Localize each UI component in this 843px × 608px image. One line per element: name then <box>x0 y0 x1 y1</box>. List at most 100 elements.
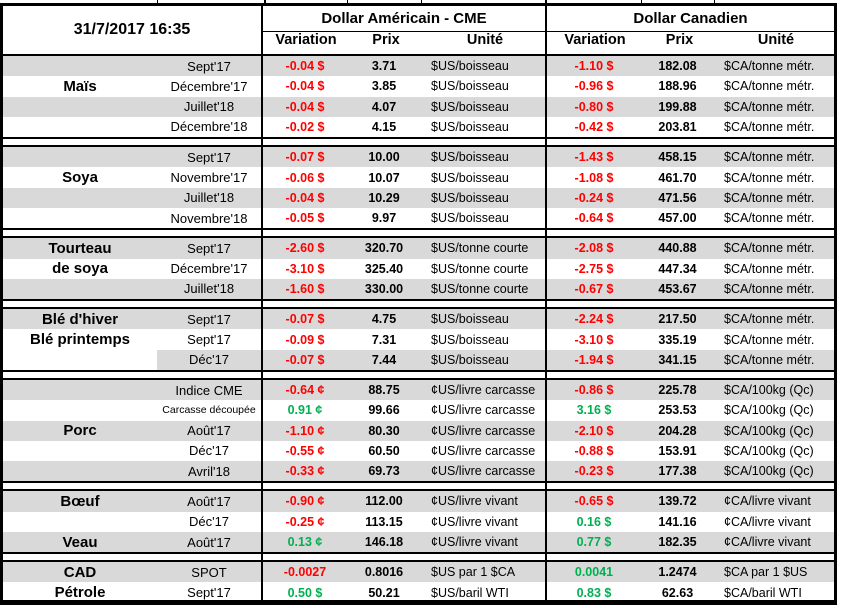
ca-unit-cell: $CA/tonne métr. <box>724 79 815 94</box>
us-price-cell: 3.85 <box>371 79 397 94</box>
table-row: Décembre'18 -0.02 $ 4.15 $US/boisseau -0.42 … <box>3 116 834 138</box>
datetime-label: 31/7/2017 16:35 <box>73 21 191 38</box>
ca-variation-cell: -0.42 $ <box>545 116 641 138</box>
us-price-cell: 113.15 <box>365 514 403 529</box>
commodity-label: CAD <box>63 563 97 581</box>
ca-variation-cell: 0.77 $ <box>545 531 641 553</box>
us-price-cell: 10.00 <box>368 150 400 165</box>
section-border <box>545 301 547 308</box>
commodity-label <box>3 208 157 228</box>
ca-variation-cell: -2.10 $ <box>545 420 641 441</box>
section-border <box>261 139 263 146</box>
commodity-label <box>3 279 157 299</box>
us-unit-cell: $US/tonne courte <box>431 241 529 256</box>
ca-price-cell: 253.53 <box>658 403 697 418</box>
us-variation-cell: -0.04 $ <box>261 56 347 77</box>
us-variation-cell: -0.0027 <box>261 562 347 583</box>
section-border <box>545 554 547 561</box>
contract-cell: Carcasse découpée <box>162 404 256 417</box>
table-row: Juillet'18 -0.04 $ 4.07 $US/boisseau -0.80 $… <box>3 96 834 117</box>
table-row: Tourteau Sept'17 -2.60 $ 320.70 $US/tonne co… <box>3 238 834 259</box>
contract-cell: Novembre'17 <box>170 170 248 186</box>
commodity-group-boeuf-veau: Bœuf Août'17 -0.90 ¢ 112.00 ¢US/livre vivant… <box>3 491 834 553</box>
us-variation-cell: -1.60 $ <box>261 278 347 300</box>
ca-unit-cell: $CA/tonne métr. <box>724 59 815 74</box>
group-separator <box>3 481 834 492</box>
ca-price-cell: 203.81 <box>658 119 697 134</box>
us-price-cell: 60.50 <box>368 443 400 458</box>
commodity-label <box>3 147 157 167</box>
ca-variation-cell: -0.88 $ <box>545 440 641 462</box>
us-unit-cell: $US/boisseau <box>431 150 509 165</box>
table-row: de soya Décembre'17 -3.10 $ 325.40 $US/tonne… <box>3 258 834 279</box>
group-separator <box>3 552 834 563</box>
ca-price-cell: 471.56 <box>658 190 697 205</box>
section-border <box>545 139 547 146</box>
us-price-cell: 50.21 <box>368 585 400 600</box>
commodity-label <box>3 97 157 117</box>
column-tick <box>641 0 642 3</box>
us-unit-cell: $US/boisseau <box>431 59 509 74</box>
us-variation-cell: -0.07 $ <box>261 349 347 370</box>
us-variation-cell: -0.04 $ <box>261 76 347 97</box>
table-row: Sept'17 -0.04 $ 3.71 $US/boisseau -1.10 $ 182… <box>3 56 834 77</box>
ca-variation-cell: -1.10 $ <box>545 56 641 77</box>
commodity-group-cad-petrole: CAD SPOT -0.0027 0.8016 $US par 1 $CA 0.0041 1… <box>3 562 834 603</box>
ca-unit-cell: ¢CA/livre vivant <box>724 514 811 529</box>
ca-variation-cell: -0.96 $ <box>545 76 641 97</box>
ca-unit-cell: $CA/100kg (Qc) <box>724 443 814 458</box>
ca-price-cell: 199.88 <box>658 99 697 114</box>
table-row: Déc'17 -0.55 ¢ 60.50 ¢US/livre carcasse -0.8… <box>3 440 834 462</box>
contract-cell: Sept'17 <box>187 332 231 348</box>
table-row: Juillet'18 -1.60 $ 330.00 $US/tonne courte -… <box>3 278 834 300</box>
group-separator <box>3 299 834 310</box>
contract-cell: Sept'17 <box>187 58 231 74</box>
us-unit-cell: ¢US/livre carcasse <box>431 443 536 458</box>
table-row: Sept'17 -0.07 $ 10.00 $US/boisseau -1.43 $ 45… <box>3 147 834 168</box>
commodity-label <box>3 117 157 137</box>
ca-variation-cell: 0.0041 <box>545 562 641 583</box>
section-border <box>261 301 263 308</box>
us-price-cell: 10.29 <box>368 190 400 205</box>
ca-variation-cell: -1.94 $ <box>545 349 641 370</box>
group-separator <box>3 369 834 380</box>
us-price-cell: 9.97 <box>371 211 397 226</box>
ca-unit-cell: $CA/100kg (Qc) <box>724 423 814 438</box>
ca-unit-cell: $CA/tonne métr. <box>724 312 815 327</box>
contract-cell: Juillet'18 <box>183 99 235 115</box>
ca-unit-cell: ¢CA/livre vivant <box>724 494 811 509</box>
ca-price-cell: 177.38 <box>658 464 697 479</box>
commodity-group-mais: Sept'17 -0.04 $ 3.71 $US/boisseau -1.10 $ 182… <box>3 56 834 138</box>
ca-price-cell: 335.19 <box>658 332 697 347</box>
ca-variation-cell: -3.10 $ <box>545 329 641 350</box>
us-price-cell: 7.44 <box>347 349 421 370</box>
commodity-label <box>3 56 157 76</box>
ca-variation-cell: -0.65 $ <box>545 491 641 512</box>
us-variation-cell: -0.02 $ <box>261 116 347 138</box>
ca-unit-cell: $CA/100kg (Qc) <box>724 403 814 418</box>
contract-cell: Août'17 <box>187 493 231 509</box>
commodity-label: Veau <box>62 533 98 551</box>
ca-price-cell: 182.35 <box>658 535 697 550</box>
section-border <box>545 483 547 490</box>
commodity-label: Soya <box>62 169 98 187</box>
section-border <box>261 230 263 237</box>
ca-price-cell: 204.28 <box>658 423 697 438</box>
us-unit-cell: $US/boisseau <box>431 99 509 114</box>
column-tick <box>157 0 158 3</box>
ca-unit-cell: $CA/tonne métr. <box>724 241 815 256</box>
table-row: Blé printemps Sept'17 -0.09 $ 7.31 $US/boiss… <box>3 329 834 350</box>
us-price-cell: 325.40 <box>364 261 404 276</box>
table-body: Sept'17 -0.04 $ 3.71 $US/boisseau -1.10 $ 182… <box>3 56 834 603</box>
ca-price-cell: 461.70 <box>658 170 697 185</box>
ca-variation-cell: -0.64 $ <box>545 207 641 229</box>
table-row: Juillet'18 -0.04 $ 10.29 $US/boisseau -0.24 … <box>3 187 834 208</box>
us-unit-cell: $US/boisseau <box>431 211 509 226</box>
contract-cell: Décembre'18 <box>170 119 248 135</box>
group-separator <box>3 137 834 148</box>
contract-cell: Déc'17 <box>188 514 230 530</box>
us-variation-cell: -3.10 $ <box>261 258 347 279</box>
contract-cell: Sept'17 <box>187 585 231 601</box>
contract-cell: Décembre'17 <box>170 78 248 94</box>
us-unit-cell: $US par 1 $CA <box>431 565 516 580</box>
